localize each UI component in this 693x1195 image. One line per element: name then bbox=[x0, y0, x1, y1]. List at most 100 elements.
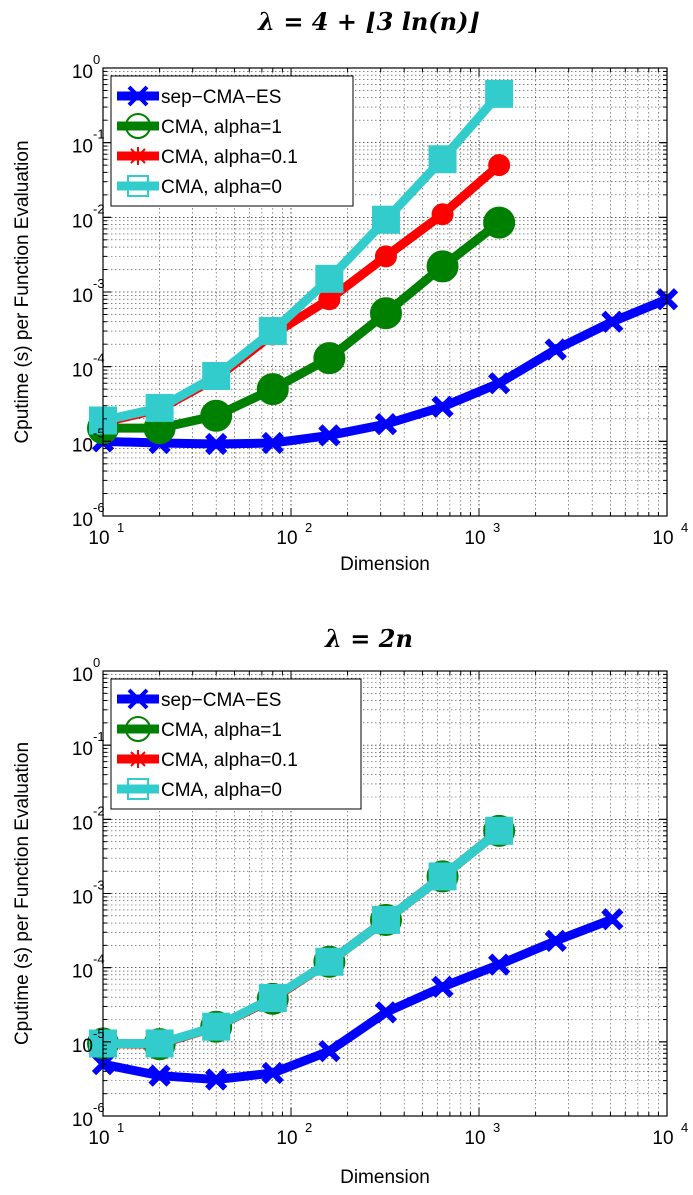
x-tick-label: 10 bbox=[88, 528, 109, 549]
x-tick-exponent: 3 bbox=[493, 520, 500, 535]
series-marker-0-3 bbox=[261, 1061, 284, 1085]
x-axis-label: Dimension bbox=[340, 554, 430, 575]
legend-entry: CMA, alpha=0.1 bbox=[117, 750, 298, 771]
legend-label: CMA, alpha=0 bbox=[161, 177, 282, 198]
x-tick-label: 10 bbox=[276, 528, 297, 549]
series-marker-0-5 bbox=[374, 413, 398, 436]
chart-top: λ = 4 + ⌊3 ln(n)⌋10110210310410010-110-2… bbox=[12, 7, 688, 575]
y-tick-label: 10 bbox=[72, 888, 93, 909]
legend-label: CMA, alpha=0.1 bbox=[161, 750, 298, 771]
y-tick-exponent: -5 bbox=[93, 425, 105, 440]
ticks bbox=[102, 67, 668, 517]
y-tick-exponent: -2 bbox=[93, 803, 105, 818]
series-line-0 bbox=[102, 915, 614, 1085]
series-marker-3-5 bbox=[371, 905, 400, 934]
series-marker-0-2 bbox=[205, 1068, 228, 1091]
series-marker-3-2 bbox=[202, 361, 231, 390]
y-tick-exponent: -4 bbox=[93, 351, 105, 366]
y-tick-label: 10 bbox=[72, 62, 93, 83]
x-tick-label: 10 bbox=[88, 1128, 109, 1149]
series-marker-0-7 bbox=[488, 372, 511, 395]
series-marker-3-7 bbox=[485, 79, 514, 108]
y-tick-exponent: -6 bbox=[93, 1100, 105, 1115]
legend-label: sep−CMA−ES bbox=[161, 87, 281, 108]
y-tick-exponent: -6 bbox=[93, 500, 105, 515]
legend-entry: CMA, alpha=1 bbox=[117, 113, 282, 139]
legend: sep−CMA−ES CMA, alpha=1 CMA, alpha=0.1 CMA,… bbox=[110, 75, 354, 207]
series-marker-3-2 bbox=[202, 1012, 231, 1041]
y-tick-exponent: -3 bbox=[93, 878, 105, 893]
legend-marker bbox=[125, 716, 151, 742]
series-marker-0-2 bbox=[205, 432, 228, 456]
y-tick-label: 10 bbox=[72, 435, 93, 456]
legend-marker bbox=[127, 175, 149, 197]
x-tick-exponent: 1 bbox=[117, 1120, 124, 1135]
series-marker-0-4 bbox=[318, 1039, 341, 1063]
chart-title: λ = 4 + ⌊3 ln(n)⌋ bbox=[257, 7, 480, 36]
x-tick-label: 10 bbox=[652, 528, 673, 549]
y-tick-exponent: -3 bbox=[93, 276, 105, 291]
series-marker-3-3 bbox=[258, 983, 287, 1012]
series-marker-3-3 bbox=[258, 317, 287, 346]
y-tick-exponent: -1 bbox=[93, 729, 105, 744]
y-axis-label: Cputime (s) per Function Evaluation bbox=[12, 140, 33, 443]
series-marker-1-4 bbox=[313, 342, 346, 375]
legend-label: CMA, alpha=1 bbox=[161, 117, 282, 138]
series-marker-3-4 bbox=[315, 947, 344, 976]
series-marker-0-8 bbox=[544, 338, 567, 361]
legend-entry: CMA, alpha=0 bbox=[117, 778, 282, 801]
y-tick-exponent: -1 bbox=[93, 127, 105, 142]
series-marker-3-5 bbox=[371, 205, 400, 234]
legend-entry: sep−CMA−ES bbox=[117, 688, 281, 711]
legend-entry: CMA, alpha=1 bbox=[117, 716, 282, 742]
y-tick-exponent: 0 bbox=[93, 655, 100, 670]
series-marker-2-6 bbox=[431, 203, 454, 226]
series-marker-0-8 bbox=[544, 929, 567, 952]
series-marker-0-1 bbox=[148, 1064, 171, 1087]
y-tick-label: 10 bbox=[72, 510, 93, 531]
x-axis-label: Dimension bbox=[340, 1167, 430, 1188]
series-marker-2-7 bbox=[488, 154, 511, 177]
x-tick-exponent: 2 bbox=[305, 520, 312, 535]
legend-marker bbox=[129, 750, 147, 768]
legend-entry: sep−CMA−ES bbox=[117, 85, 281, 108]
legend-label: CMA, alpha=0.1 bbox=[161, 147, 298, 168]
y-tick-exponent: 0 bbox=[93, 52, 100, 67]
series-marker-3-1 bbox=[145, 393, 174, 422]
series-marker-3-7 bbox=[485, 816, 514, 845]
legend-label: sep−CMA−ES bbox=[161, 690, 281, 711]
x-tick-label: 10 bbox=[464, 528, 485, 549]
series-marker-1-5 bbox=[369, 297, 402, 330]
y-tick-exponent: -2 bbox=[93, 201, 105, 216]
y-tick-exponent: -4 bbox=[93, 952, 105, 967]
y-axis-label: Cputime (s) per Function Evaluation bbox=[12, 742, 33, 1045]
y-tick-label: 10 bbox=[72, 962, 93, 983]
chart-bottom: λ = 2n10110210310410010-110-210-310-410-… bbox=[12, 624, 688, 1188]
x-tick-exponent: 1 bbox=[117, 520, 124, 535]
y-tick-label: 10 bbox=[72, 813, 93, 834]
series-marker-1-2 bbox=[200, 399, 233, 432]
legend-marker bbox=[127, 778, 149, 800]
legend-label: CMA, alpha=1 bbox=[161, 720, 282, 741]
series-marker-1-3 bbox=[256, 373, 289, 406]
series-marker-3-4 bbox=[315, 264, 344, 293]
series-marker-0-6 bbox=[431, 975, 454, 999]
series-marker-0-5 bbox=[374, 1001, 398, 1024]
y-tick-label: 10 bbox=[72, 1110, 93, 1131]
y-tick-label: 10 bbox=[72, 739, 93, 760]
series-marker-3-1 bbox=[145, 1029, 174, 1058]
x-tick-exponent: 4 bbox=[681, 520, 688, 535]
series-marker-3-6 bbox=[428, 862, 457, 891]
legend-label: CMA, alpha=0 bbox=[161, 780, 282, 801]
ticks bbox=[102, 670, 668, 1117]
legend: sep−CMA−ES CMA, alpha=1 CMA, alpha=0.1 CMA,… bbox=[110, 678, 362, 810]
legend-entry: CMA, alpha=0 bbox=[117, 175, 282, 198]
x-tick-label: 10 bbox=[464, 1128, 485, 1149]
y-tick-exponent: -5 bbox=[93, 1026, 105, 1041]
chart-title: λ = 2n bbox=[324, 624, 413, 653]
series-marker-2-4 bbox=[318, 288, 341, 311]
series-marker-0-3 bbox=[261, 431, 284, 455]
legend-marker bbox=[129, 147, 147, 165]
x-tick-exponent: 3 bbox=[493, 1120, 500, 1135]
